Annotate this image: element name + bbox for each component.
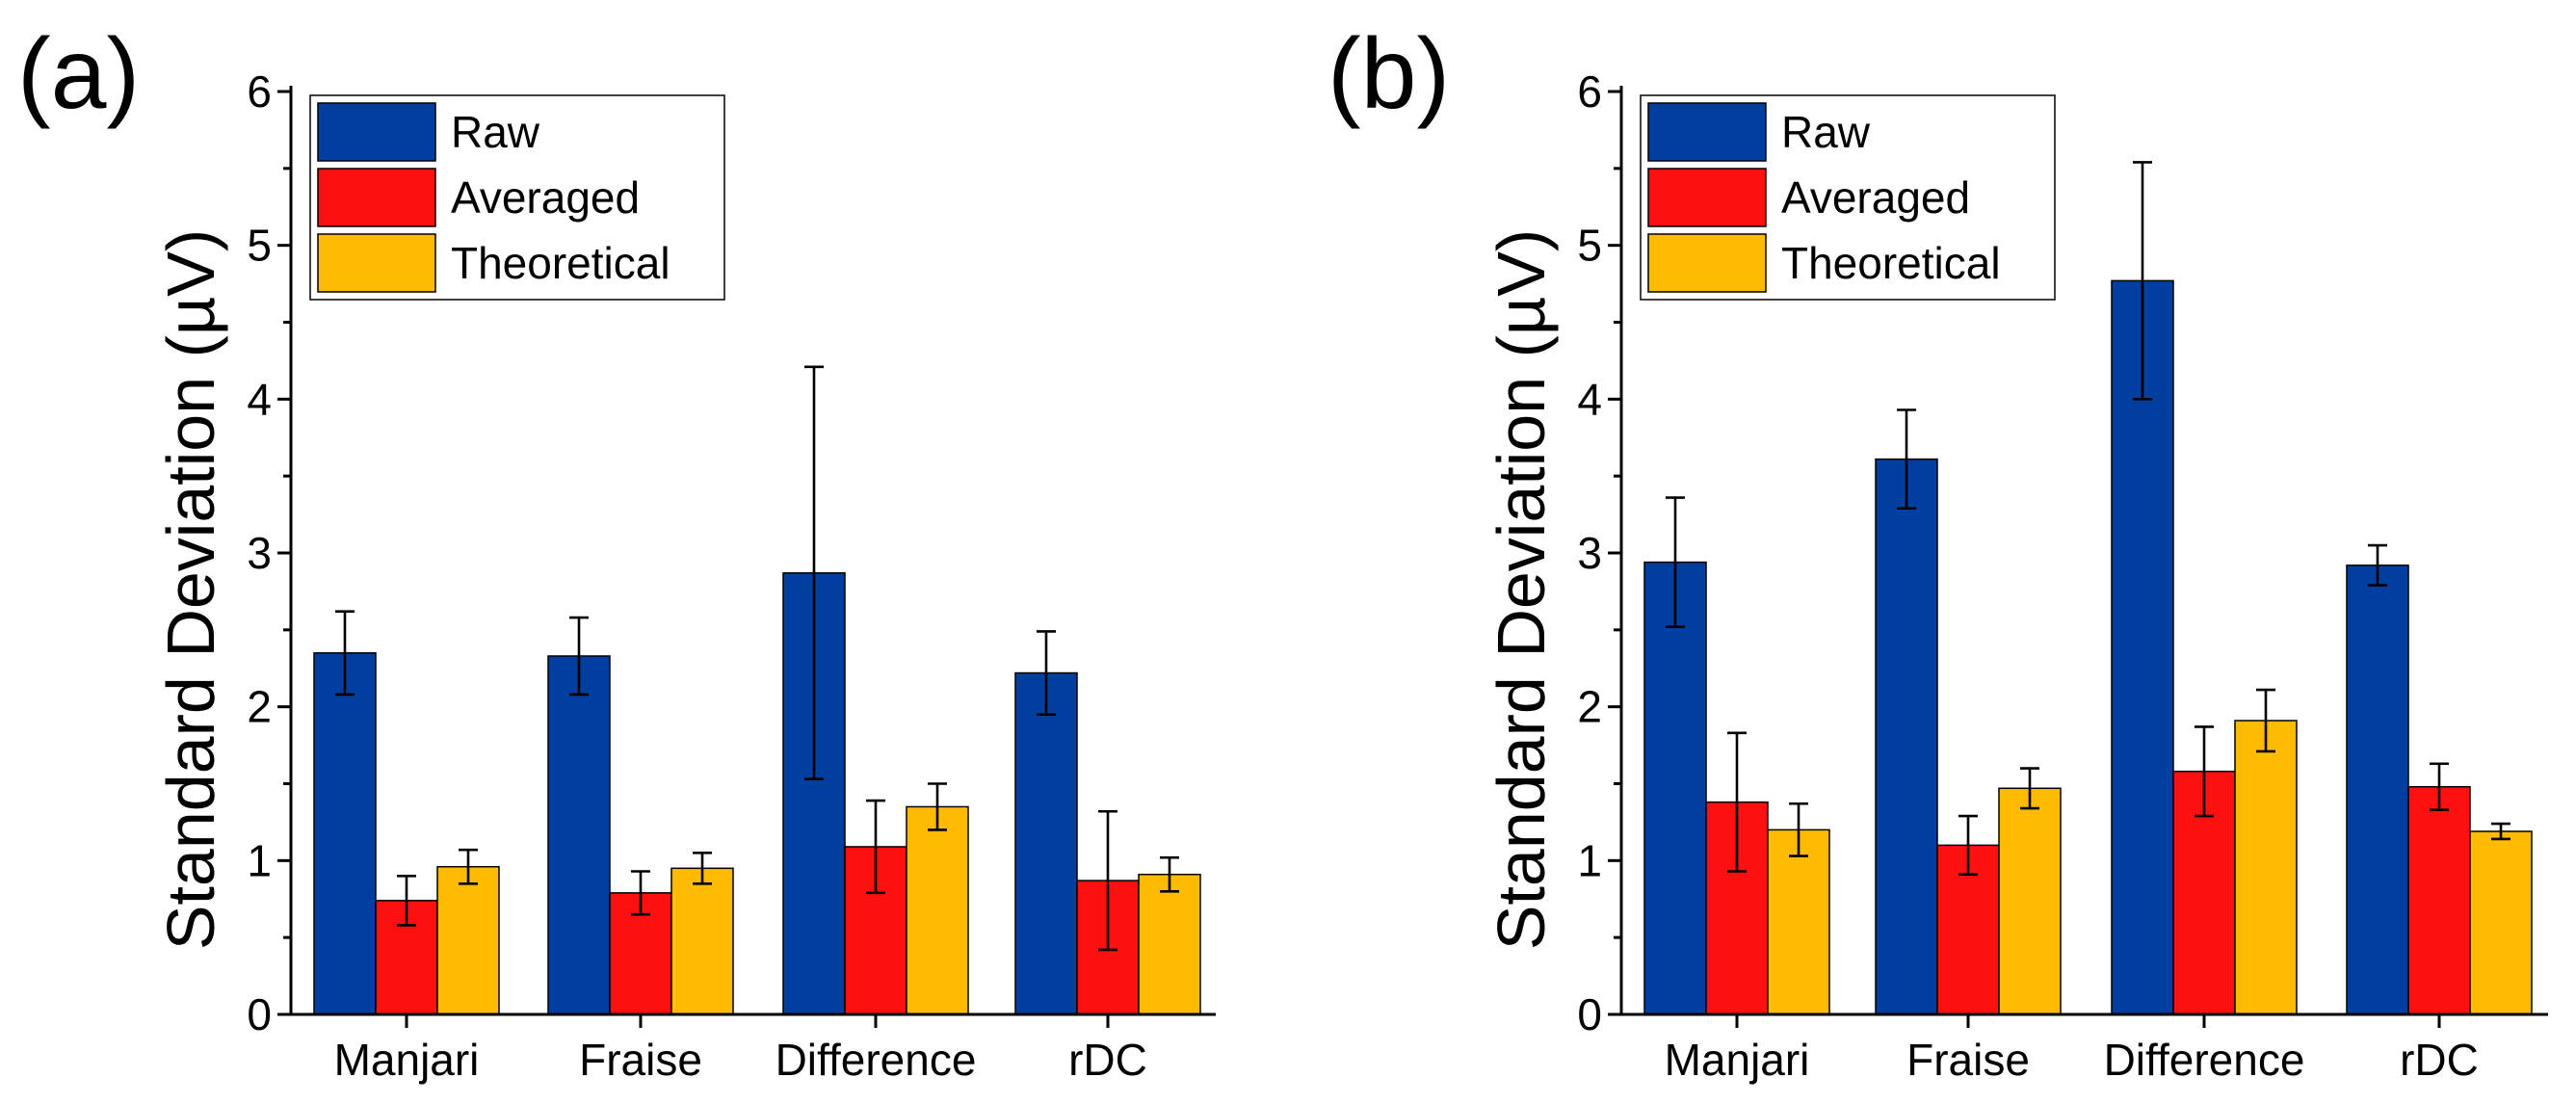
bar-theoretical-difference — [2234, 720, 2298, 1015]
x-tick-labels: Manjari Fraise Difference rDC — [334, 1035, 1147, 1085]
x-tick-label: Difference — [775, 1035, 977, 1085]
legend: Raw Averaged Theoretical — [1640, 94, 2056, 301]
bar-theoretical-difference — [906, 805, 969, 1015]
legend-label-averaged: Averaged — [1781, 172, 1970, 223]
y-tick-label: 0 — [247, 989, 272, 1039]
y-tick-label: 4 — [247, 374, 272, 424]
bars — [1643, 161, 2533, 1015]
bar-averaged-rdc — [2407, 785, 2471, 1015]
legend-swatch-theoretical — [317, 233, 436, 293]
bar-theoretical-manjari — [1767, 828, 1830, 1015]
y-tick-labels: 0 1 2 3 4 5 6 — [247, 66, 272, 1039]
x-tick-label: Fraise — [1906, 1035, 2030, 1085]
y-tick-label: 3 — [1577, 528, 1602, 578]
y-tick-label: 2 — [247, 682, 272, 732]
legend-label-raw: Raw — [1781, 107, 1871, 157]
y-tick-label: 2 — [1577, 682, 1602, 732]
bar-theoretical-manjari — [436, 865, 500, 1015]
y-tick-labels: 0 1 2 3 4 5 6 — [1577, 66, 1602, 1039]
y-tick-label: 1 — [1577, 835, 1602, 885]
x-tick-label: Manjari — [334, 1035, 480, 1085]
panel-label-a: (a) — [17, 18, 140, 130]
panel-label-b: (b) — [1327, 18, 1450, 130]
x-tick-label: rDC — [2400, 1035, 2479, 1085]
bars — [313, 365, 1201, 1015]
axes — [277, 86, 1216, 1028]
legend-label-raw: Raw — [451, 107, 540, 157]
panel-a: (a) Standard Deviation (µV) 0 1 2 3 4 5 6 Manj… — [17, 18, 1216, 1085]
bar-raw-manjari — [313, 652, 377, 1015]
legend: Raw Averaged Theoretical — [309, 94, 725, 301]
panel-b: (b) Standard Deviation (µV) 0 1 2 3 4 5 6 Manj… — [1327, 18, 2548, 1085]
x-tick-label: Fraise — [579, 1035, 702, 1085]
y-tick-label: 1 — [247, 835, 272, 885]
y-tick-label: 0 — [1577, 989, 1602, 1039]
x-tick-label: Difference — [2104, 1035, 2305, 1085]
y-tick-label: 3 — [247, 528, 272, 578]
y-axis-label: Standard Deviation (µV) — [153, 229, 228, 950]
legend-swatch-theoretical — [1647, 233, 1767, 293]
bar-theoretical-fraise — [670, 867, 734, 1015]
bar-raw-rdc — [1014, 671, 1078, 1015]
legend-swatch-averaged — [1647, 168, 1767, 227]
y-tick-label: 5 — [1577, 221, 1602, 271]
y-tick-label: 5 — [247, 221, 272, 271]
bar-theoretical-fraise — [1998, 787, 2062, 1015]
x-tick-labels: Manjari Fraise Difference rDC — [1665, 1035, 2479, 1085]
legend-swatch-raw — [317, 102, 436, 162]
y-tick-label: 6 — [1577, 66, 1602, 117]
y-axis-label: Standard Deviation (µV) — [1484, 229, 1559, 950]
bar-raw-fraise — [1875, 458, 1938, 1015]
bar-raw-fraise — [547, 655, 611, 1015]
bar-raw-rdc — [2346, 565, 2409, 1015]
legend-swatch-averaged — [317, 168, 436, 227]
x-tick-label: Manjari — [1665, 1035, 1810, 1085]
bar-theoretical-rdc — [1138, 873, 1201, 1015]
y-tick-label: 4 — [1577, 374, 1602, 424]
bar-raw-manjari — [1643, 561, 1707, 1015]
legend-swatch-raw — [1647, 102, 1767, 162]
legend-label-theoretical: Theoretical — [451, 238, 670, 288]
x-tick-label: rDC — [1068, 1035, 1147, 1085]
y-tick-label: 6 — [247, 66, 272, 117]
axes — [1608, 86, 2548, 1028]
bar-theoretical-rdc — [2469, 830, 2533, 1015]
legend-label-theoretical: Theoretical — [1781, 238, 2001, 288]
legend-label-averaged: Averaged — [451, 172, 640, 223]
